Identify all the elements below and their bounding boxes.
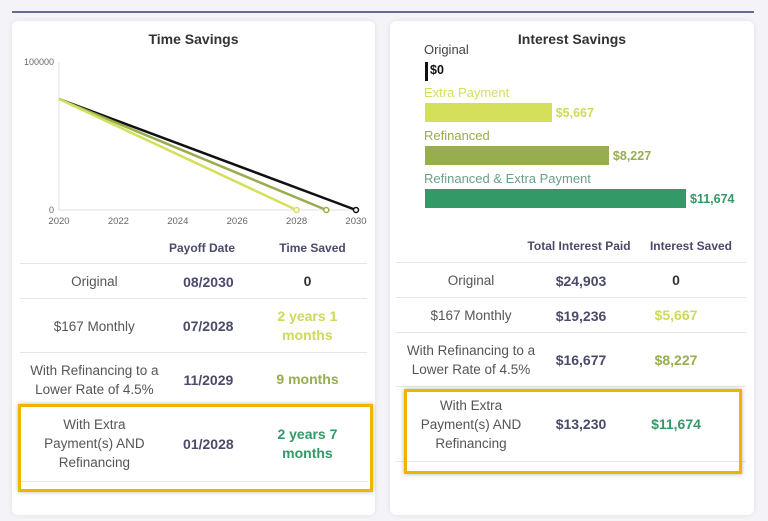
table-row: $167 Monthly $19,236 $5,667 bbox=[396, 297, 746, 333]
interest-paid: $13,230 bbox=[555, 416, 607, 432]
table-row: Original 08/2030 0 bbox=[20, 263, 367, 299]
payoff-date: 07/2028 bbox=[182, 318, 234, 334]
y-tick-label: 100000 bbox=[24, 57, 54, 67]
time-savings-chart: 0 100000 2020 2022 2024 2026 2028 2030 bbox=[24, 57, 367, 227]
interest-paid: $24,903 bbox=[555, 272, 607, 289]
row-label: $167 Monthly bbox=[53, 318, 135, 334]
x-tick-label: 2030 bbox=[345, 216, 366, 227]
table-row: With Refinancing to a Lower Rate of 4.5%… bbox=[396, 332, 746, 387]
bar-value-both: $11,674 bbox=[690, 192, 735, 206]
bar-value-refinanced: $8,227 bbox=[612, 149, 652, 163]
col-total-interest-paid: Total Interest Paid bbox=[527, 239, 631, 253]
series-line-2 bbox=[58, 97, 298, 212]
interest-paid: $16,677 bbox=[555, 352, 607, 368]
time-saved: 0 bbox=[303, 273, 312, 289]
interest-saved: $11,674 bbox=[651, 415, 701, 432]
bar-label-extra: Extra Payment bbox=[424, 85, 510, 100]
table-row: With Extra Payment(s) AND Refinancing $13… bbox=[396, 386, 746, 462]
bar-label-refinanced: Refinanced bbox=[424, 128, 490, 143]
x-tick-label: 2028 bbox=[286, 216, 307, 227]
col-time-saved: Time Saved bbox=[279, 241, 346, 255]
series-line-0 bbox=[58, 97, 357, 212]
series-point-0 bbox=[352, 206, 360, 214]
row-label: $167 Monthly bbox=[430, 308, 512, 323]
top-divider bbox=[12, 11, 754, 13]
highlight-box bbox=[18, 404, 373, 492]
interest-paid: $19,236 bbox=[555, 307, 607, 324]
time-savings-title: Time Savings bbox=[148, 31, 239, 47]
row-label: Original bbox=[71, 274, 118, 289]
y-tick-label: 0 bbox=[49, 205, 54, 215]
table-row: $167 Monthly 07/2028 2 years 1 months bbox=[20, 298, 367, 353]
bar-original bbox=[425, 62, 428, 81]
time-saved: 2 years 1 months bbox=[277, 308, 338, 343]
time-saved: 9 months bbox=[276, 371, 339, 387]
bar-label-both: Refinanced & Extra Payment bbox=[424, 171, 591, 186]
payoff-date: 08/2030 bbox=[183, 273, 234, 290]
x-tick-label: 2026 bbox=[227, 216, 248, 227]
col-interest-saved: Interest Saved bbox=[649, 239, 733, 253]
bar-label-original: Original bbox=[424, 42, 469, 57]
series-point-2 bbox=[293, 206, 300, 214]
interest-saved: $5,667 bbox=[654, 307, 698, 323]
bar-refinanced bbox=[425, 146, 609, 165]
bar-value-extra: $5,667 bbox=[555, 106, 594, 120]
x-tick-label: 2022 bbox=[108, 216, 129, 227]
interest-saved: $8,227 bbox=[654, 351, 698, 368]
x-tick-label: 2024 bbox=[167, 216, 188, 227]
series-point-1 bbox=[323, 206, 330, 214]
row-label: With Refinancing to a Lower Rate of 4.5% bbox=[406, 343, 536, 377]
table-row: With Refinancing to a Lower Rate of 4.5%… bbox=[20, 352, 367, 406]
row-label: With Refinancing to a Lower Rate of 4.5% bbox=[30, 362, 159, 397]
series-line-1 bbox=[58, 97, 327, 212]
highlight-box bbox=[404, 389, 742, 474]
col-payoff-date: Payoff Date bbox=[168, 241, 236, 255]
payoff-date: 11/2029 bbox=[183, 371, 234, 388]
interest-savings-title: Interest Savings bbox=[517, 31, 627, 47]
x-tick-label: 2020 bbox=[48, 216, 69, 227]
payoff-date: 01/2028 bbox=[183, 435, 234, 452]
bar-extra bbox=[425, 103, 552, 122]
row-label: Original bbox=[447, 273, 495, 288]
bar-value-original: $0 bbox=[430, 63, 444, 77]
interest-savings-card: Interest Savings Original $0 Extra Payme… bbox=[390, 21, 754, 515]
time-savings-card: Time Savings 0 100000 2020 2022 2024 2026 2028… bbox=[12, 21, 375, 515]
time-saved: 2 years 7 months bbox=[277, 425, 338, 461]
row-label: With Extra Payment(s) AND Refinancing bbox=[420, 397, 522, 451]
interest-saved: 0 bbox=[672, 272, 680, 288]
table-row: Original $24,903 0 bbox=[396, 262, 746, 298]
row-label: With Extra Payment(s) AND Refinancing bbox=[44, 417, 145, 470]
table-row: With Extra Payment(s) AND Refinancing 01/… bbox=[20, 405, 367, 482]
bar-both bbox=[425, 189, 686, 208]
